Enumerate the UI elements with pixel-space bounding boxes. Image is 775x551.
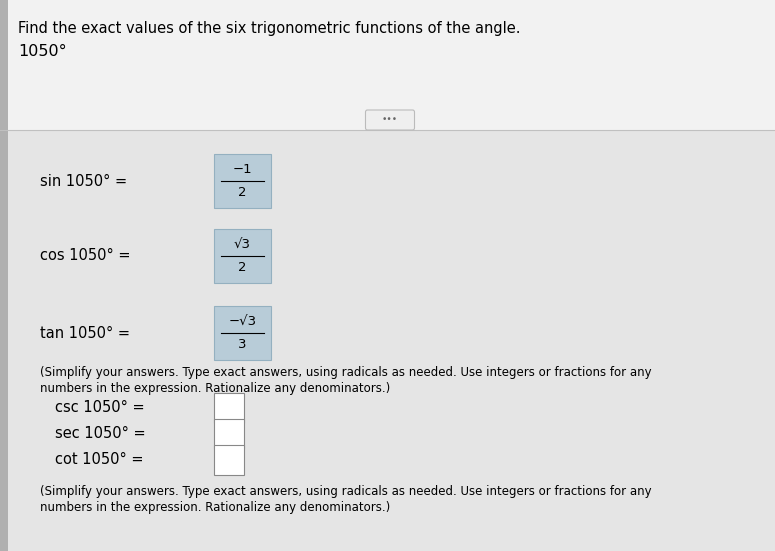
- Text: 3: 3: [238, 338, 246, 351]
- Text: −1: −1: [232, 163, 253, 176]
- Text: (Simplify your answers. Type exact answers, using radicals as needed. Use intege: (Simplify your answers. Type exact answe…: [40, 485, 652, 498]
- Text: 1050°: 1050°: [18, 44, 67, 59]
- Text: cot 1050° =: cot 1050° =: [55, 452, 143, 467]
- Text: sin 1050° =: sin 1050° =: [40, 174, 127, 188]
- FancyBboxPatch shape: [214, 419, 244, 449]
- Text: csc 1050° =: csc 1050° =: [55, 401, 145, 415]
- Bar: [0, 0, 775, 130]
- FancyBboxPatch shape: [214, 306, 271, 360]
- FancyBboxPatch shape: [366, 110, 415, 130]
- FancyBboxPatch shape: [214, 445, 244, 475]
- Text: 2: 2: [238, 186, 246, 199]
- Text: tan 1050° =: tan 1050° =: [40, 326, 130, 341]
- Text: Find the exact values of the six trigonometric functions of the angle.: Find the exact values of the six trigono…: [18, 21, 521, 36]
- Text: cos 1050° =: cos 1050° =: [40, 249, 130, 263]
- Text: sec 1050° =: sec 1050° =: [55, 426, 146, 441]
- FancyBboxPatch shape: [214, 393, 244, 423]
- Text: numbers in the expression. Rationalize any denominators.): numbers in the expression. Rationalize a…: [40, 501, 391, 514]
- Text: numbers in the expression. Rationalize any denominators.): numbers in the expression. Rationalize a…: [40, 382, 391, 395]
- Text: •••: •••: [382, 116, 398, 125]
- Text: −√3: −√3: [229, 315, 257, 328]
- FancyBboxPatch shape: [214, 229, 271, 283]
- Text: (Simplify your answers. Type exact answers, using radicals as needed. Use intege: (Simplify your answers. Type exact answe…: [40, 366, 652, 379]
- Bar: [0, 0, 8, 551]
- Bar: [0, 130, 775, 551]
- Text: 2: 2: [238, 261, 246, 274]
- FancyBboxPatch shape: [214, 154, 271, 208]
- Text: √3: √3: [234, 238, 251, 251]
